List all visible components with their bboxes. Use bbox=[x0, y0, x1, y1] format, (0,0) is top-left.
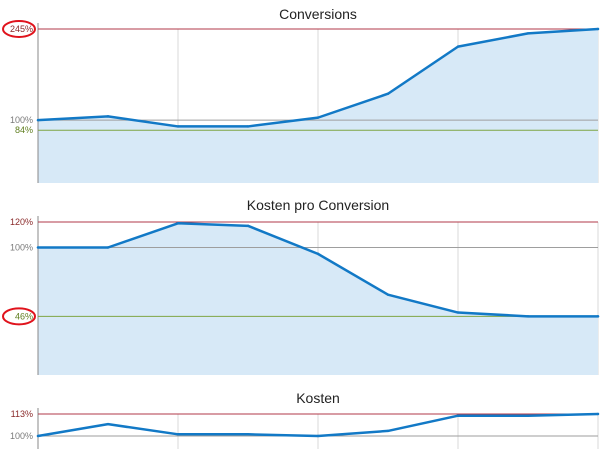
reference-label-min: 84% bbox=[15, 125, 33, 135]
data-point bbox=[246, 224, 250, 228]
highlight-circle bbox=[2, 307, 36, 326]
reference-label-min: 46% bbox=[15, 311, 33, 321]
data-point bbox=[526, 315, 530, 318]
reference-label-base: 100% bbox=[10, 243, 33, 253]
data-point bbox=[176, 433, 180, 436]
highlight-circle bbox=[2, 20, 36, 38]
data-point bbox=[106, 422, 110, 426]
data-point bbox=[316, 434, 320, 438]
chart-panel-3: Kosten 113% 100% bbox=[10, 390, 600, 449]
data-point bbox=[36, 246, 40, 249]
data-point bbox=[246, 433, 250, 436]
data-point bbox=[596, 315, 600, 318]
data-point bbox=[316, 252, 320, 256]
chart-title: Kosten bbox=[296, 390, 340, 406]
data-point bbox=[176, 222, 180, 225]
data-point bbox=[526, 32, 530, 35]
data-point bbox=[526, 414, 530, 417]
chart-title: Kosten pro Conversion bbox=[247, 197, 389, 213]
data-point bbox=[386, 293, 390, 296]
data-point bbox=[456, 311, 460, 314]
data-point bbox=[246, 125, 250, 128]
data-point bbox=[36, 118, 40, 122]
chart-panel-2: Kosten pro Conversion 120% 100% 46% bbox=[2, 197, 600, 375]
data-point bbox=[596, 27, 600, 31]
data-point bbox=[316, 116, 320, 119]
data-point bbox=[386, 92, 390, 95]
reference-label-base: 100% bbox=[10, 431, 33, 441]
data-point bbox=[456, 414, 460, 417]
chart-title: Conversions bbox=[279, 6, 357, 22]
data-point bbox=[36, 434, 40, 438]
data-point bbox=[106, 115, 110, 118]
data-point bbox=[176, 125, 180, 128]
data-point bbox=[386, 429, 390, 433]
reference-label-max: 113% bbox=[11, 409, 33, 419]
data-point bbox=[106, 246, 110, 249]
data-point bbox=[596, 412, 600, 416]
reference-label-max: 245% bbox=[10, 24, 33, 34]
data-point bbox=[456, 45, 460, 48]
chart-panel-1: Conversions 245% 100%84% bbox=[2, 6, 600, 183]
reference-label-max: 120% bbox=[10, 217, 33, 227]
area-fill bbox=[38, 29, 598, 183]
area-fill bbox=[38, 223, 598, 375]
reference-label-base: 100% bbox=[10, 115, 33, 125]
